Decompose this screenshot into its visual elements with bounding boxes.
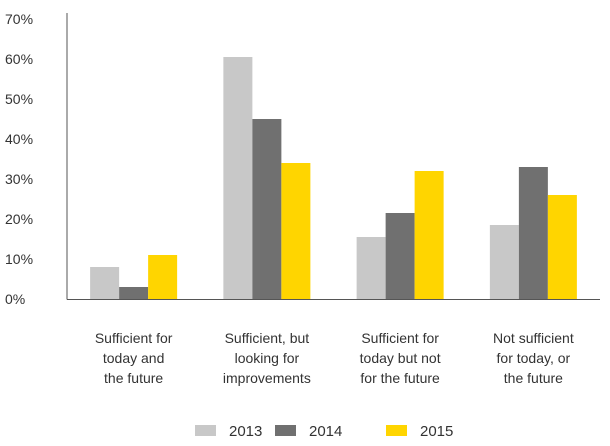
x-category-label: Sufficient, but looking for improvements bbox=[223, 330, 311, 386]
bar-2015-4 bbox=[547, 195, 577, 299]
bar-2014-3 bbox=[385, 213, 415, 299]
y-tick-label: 0% bbox=[5, 291, 25, 307]
legend: 2013 2014 2015 bbox=[195, 423, 453, 440]
legend-swatch-2013 bbox=[195, 425, 216, 436]
bar-2013-3 bbox=[356, 237, 386, 299]
y-tick-label: 10% bbox=[5, 251, 33, 267]
x-category-label: Sufficient for today and the future bbox=[95, 330, 173, 386]
y-tick-label: 30% bbox=[5, 171, 33, 187]
legend-swatch-2015 bbox=[386, 425, 407, 436]
bar-2015-3 bbox=[414, 171, 444, 299]
y-tick-label: 60% bbox=[5, 51, 33, 67]
x-category-label: Not sufficient for today, or the future bbox=[493, 330, 574, 386]
y-tick-label: 50% bbox=[5, 91, 33, 107]
legend-swatch-2014 bbox=[275, 425, 296, 436]
bar-2014-4 bbox=[518, 167, 548, 299]
bar-2015-1 bbox=[148, 255, 178, 299]
y-tick-label: 20% bbox=[5, 211, 33, 227]
y-tick-label: 70% bbox=[5, 11, 33, 27]
bar-2014-1 bbox=[119, 287, 149, 299]
legend-label-2015: 2015 bbox=[420, 423, 453, 440]
bar-2013-1 bbox=[90, 267, 120, 299]
bar-2013-2 bbox=[223, 57, 253, 299]
y-tick-label: 40% bbox=[5, 131, 33, 147]
legend-label-2014: 2014 bbox=[309, 423, 342, 440]
x-axis-labels: Sufficient for today and the future Suffici… bbox=[95, 330, 574, 386]
bars bbox=[90, 57, 577, 299]
bar-2013-4 bbox=[489, 225, 519, 299]
legend-label-2013: 2013 bbox=[229, 423, 262, 440]
x-category-label: Sufficient for today but not for the futur… bbox=[360, 330, 441, 386]
bar-2014-2 bbox=[252, 119, 282, 299]
y-axis-ticks: 0% 10% 20% 30% 40% 50% 60% 70% bbox=[5, 11, 33, 307]
bar-2015-2 bbox=[281, 163, 311, 299]
axes bbox=[66, 13, 600, 300]
